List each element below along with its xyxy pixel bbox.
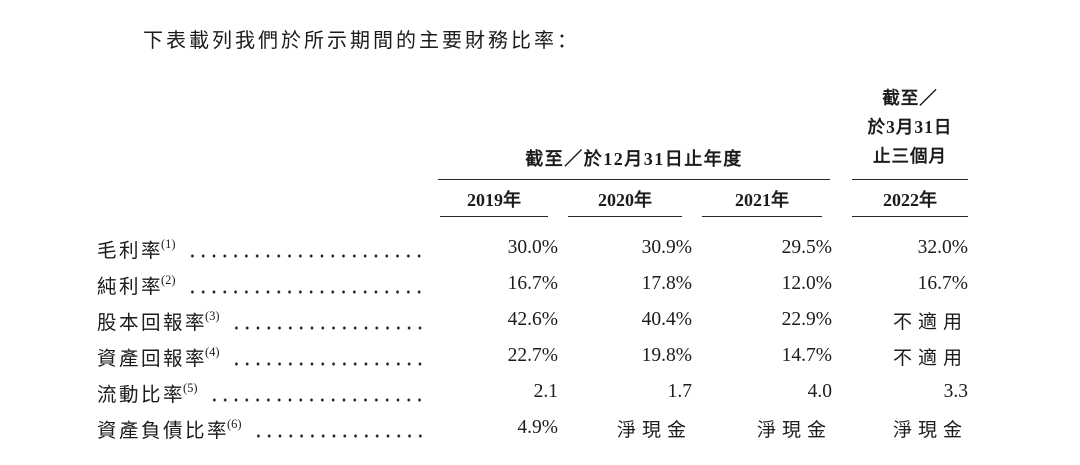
table-row: 資產負債比率(6) 4.9% 淨現金 淨現金 淨現金	[97, 410, 968, 446]
value-2021: 4.0	[807, 381, 833, 402]
dot-leader	[186, 290, 427, 294]
quarter-header-line-3: 止三個月	[873, 146, 948, 166]
year-header-2022: 2022年	[852, 180, 969, 217]
quarter-header-line-2: 於3月31日	[867, 117, 953, 137]
value-2020: 1.7	[667, 381, 692, 402]
year-header-spacer	[97, 180, 430, 217]
footnote-ref: (5)	[183, 381, 198, 395]
quarter-period-header: 截至／ 於3月31日 止三個月	[852, 84, 969, 180]
row-label-cell: 流動比率(5)	[97, 374, 430, 410]
row-label: 資產負債比率(6)	[97, 417, 242, 442]
year-header-2021: 2021年	[702, 180, 823, 217]
value-2022: 3.3	[943, 381, 969, 402]
footnote-ref: (2)	[161, 273, 176, 287]
row-label: 資產回報率(4)	[97, 345, 220, 370]
annual-period-header: 截至／於12月31日止年度	[438, 145, 831, 180]
value-2022: 不適用	[893, 311, 969, 333]
row-label-cell: 毛利率(1)	[97, 217, 430, 266]
value-2020: 17.8%	[641, 273, 692, 294]
year-header-2020: 2020年	[568, 180, 682, 217]
table-row: 毛利率(1) 30.0% 30.9% 29.5% 32.0%	[97, 217, 968, 266]
row-label-cell: 股本回報率(3)	[97, 302, 430, 338]
row-label: 毛利率(1)	[97, 237, 176, 262]
year-header-cell-2022: 2022年	[832, 180, 969, 217]
value-2019: 2.1	[533, 381, 558, 402]
value-2021: 29.5%	[781, 237, 833, 258]
dot-leader	[230, 326, 427, 330]
table-row: 流動比率(5) 2.1 1.7 4.0 3.3	[97, 374, 968, 410]
year-header-cell-2021: 2021年	[692, 180, 832, 217]
row-label: 流動比率(5)	[97, 381, 198, 406]
row-label: 純利率(2)	[97, 273, 176, 298]
value-2022: 不適用	[893, 347, 969, 369]
value-2020: 淨現金	[616, 419, 692, 441]
value-2021: 12.0%	[781, 273, 833, 294]
footnote-ref: (1)	[161, 237, 176, 251]
intro-text: 下表載列我們於所示期間的主要財務比率：	[143, 30, 580, 52]
table-row: 股本回報率(3) 42.6% 40.4% 22.9% 不適用	[97, 302, 968, 338]
value-2021: 14.7%	[781, 345, 833, 366]
footnote-ref: (6)	[227, 417, 242, 431]
value-2022: 32.0%	[917, 237, 969, 258]
value-2020: 40.4%	[641, 309, 692, 330]
period-header-row: 截至／於12月31日止年度 截至／ 於3月31日 止三個月	[97, 84, 969, 180]
table-row: 純利率(2) 16.7% 17.8% 12.0% 16.7%	[97, 266, 968, 302]
year-header-cell-2019: 2019年	[430, 180, 558, 217]
value-2020: 19.8%	[641, 345, 692, 366]
value-2019: 4.9%	[517, 417, 558, 438]
value-2019: 22.7%	[507, 345, 558, 366]
dot-leader	[252, 434, 427, 438]
row-label: 股本回報率(3)	[97, 309, 220, 334]
dot-leader	[186, 254, 427, 258]
value-2019: 42.6%	[507, 309, 558, 330]
value-2019: 16.7%	[507, 273, 558, 294]
row-label-cell: 資產回報率(4)	[97, 338, 430, 374]
value-2022: 16.7%	[917, 273, 969, 294]
year-header-cell-2020: 2020年	[558, 180, 692, 217]
year-header-2019: 2019年	[440, 180, 548, 217]
value-2020: 30.9%	[641, 237, 692, 258]
dot-leader	[208, 398, 427, 402]
dot-leader	[230, 362, 427, 366]
annual-period-cell: 截至／於12月31日止年度	[430, 84, 832, 180]
table-row: 資產回報率(4) 22.7% 19.8% 14.7% 不適用	[97, 338, 968, 374]
value-2022: 淨現金	[893, 419, 969, 441]
quarter-period-cell: 截至／ 於3月31日 止三個月	[832, 84, 969, 180]
value-2021: 淨現金	[757, 419, 833, 441]
value-2021: 22.9%	[781, 309, 833, 330]
row-label-cell: 資產負債比率(6)	[97, 410, 430, 446]
value-2019: 30.0%	[507, 237, 558, 258]
period-header-spacer	[97, 84, 430, 180]
footnote-ref: (4)	[205, 345, 220, 359]
row-label-cell: 純利率(2)	[97, 266, 430, 302]
financial-ratios-table: 截至／於12月31日止年度 截至／ 於3月31日 止三個月 2019年 2020…	[97, 84, 969, 446]
footnote-ref: (3)	[205, 309, 220, 323]
quarter-header-line-1: 截至／	[882, 88, 938, 108]
year-header-row: 2019年 2020年 2021年 2022年	[97, 180, 969, 217]
